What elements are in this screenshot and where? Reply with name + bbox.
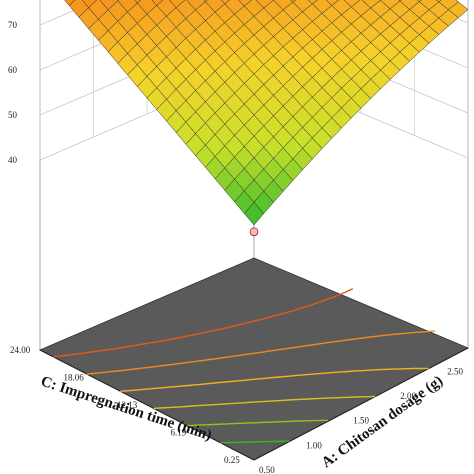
surface-facet xyxy=(416,0,422,3)
a-axis-ticks: 0.50 1.00 1.50 2.00 2.50 xyxy=(259,366,464,474)
a-tick-label: 1.00 xyxy=(306,440,322,450)
a-tick-label: 1.50 xyxy=(353,416,369,426)
surface-facet xyxy=(307,0,318,5)
z-tick-label: 40 xyxy=(8,155,18,165)
a-axis-line xyxy=(253,347,469,461)
contour-line xyxy=(53,288,354,358)
z-tick-label: 60 xyxy=(8,65,18,75)
surface-facet xyxy=(290,0,297,3)
c-axis-ticks: 0.25 6.19 12.13 18.06 24.00 xyxy=(10,345,240,465)
response-surface xyxy=(64,0,469,226)
contour-line xyxy=(220,440,290,444)
a-tick-label: 2.00 xyxy=(400,391,416,401)
c-tick-label: 0.25 xyxy=(224,455,240,465)
contour-line xyxy=(120,367,429,392)
surface-facet xyxy=(436,0,442,3)
surface-facet xyxy=(243,201,265,226)
contour-line xyxy=(153,395,376,410)
contour-line xyxy=(187,419,328,427)
c-axis-line xyxy=(39,349,255,461)
z-tick-label: 50 xyxy=(8,110,18,120)
a-tick-label: 2.50 xyxy=(447,366,463,376)
c-tick-label: 12.13 xyxy=(117,400,138,410)
z-axis-ticks: 405060708090 xyxy=(8,20,18,165)
c-tick-label: 24.00 xyxy=(10,345,31,355)
a-tick-label: 0.50 xyxy=(259,465,275,474)
surface-facet xyxy=(134,0,142,4)
floor-plane xyxy=(39,257,469,461)
c-tick-label: 18.06 xyxy=(64,373,85,383)
contour-lines xyxy=(53,288,436,444)
surface-facet xyxy=(203,0,208,3)
surface-facet xyxy=(220,0,230,5)
z-tick-label: 70 xyxy=(8,20,18,30)
design-point xyxy=(249,227,259,237)
surface-facet xyxy=(64,0,76,6)
c-tick-label: 6.19 xyxy=(171,428,187,438)
surface-facet xyxy=(151,0,164,6)
contour-line xyxy=(86,330,436,375)
design-points xyxy=(249,227,259,237)
